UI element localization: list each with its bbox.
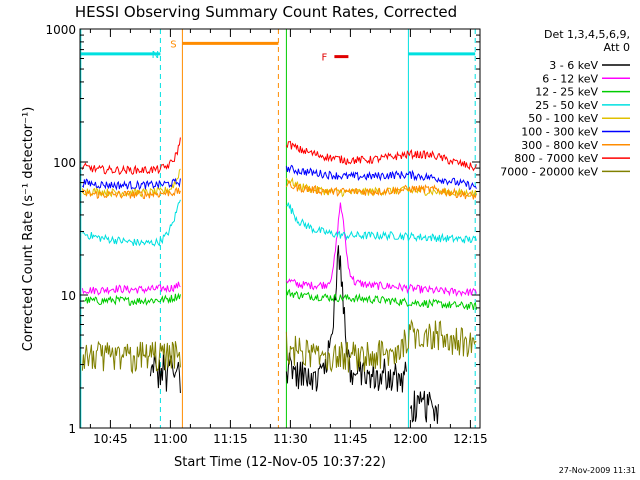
- series-7000-20000-kev-segment-1: [285, 318, 477, 373]
- series-7000-20000-kev-segment-0: [81, 340, 181, 375]
- legend-header-line-1: Det 1,3,4,5,6,9,: [544, 28, 630, 41]
- series-800-7000-kev-segment-1: [285, 140, 477, 172]
- legend-label-25-50-kev: 25 - 50 keV: [535, 99, 598, 112]
- series-25-50-kev-segment-1: [286, 202, 477, 244]
- series-6-12-kev-segment-1: [285, 202, 477, 297]
- series-lines: [81, 137, 477, 424]
- x-axis-ticks: 10:45 11:00 11:15 11:30 11:45 12:00 12:15: [89, 29, 488, 446]
- series-300-800-kev-segment-1: [285, 179, 477, 200]
- legend-label-12-25-kev: 12 - 25 keV: [535, 86, 598, 99]
- legend-header-line-2: Att 0: [604, 41, 630, 54]
- marker-f-label: F: [322, 53, 328, 64]
- series-800-7000-kev-segment-0: [81, 137, 181, 176]
- legend-label-100-300-kev: 100 - 300 keV: [521, 126, 598, 139]
- series-12-25-kev-segment-1: [285, 288, 477, 311]
- legend-label-6-12-kev: 6 - 12 keV: [542, 72, 598, 85]
- legend-label-3-6-kev: 3 - 6 keV: [549, 59, 598, 72]
- legend-label-7000-20000-kev: 7000 - 20000 keV: [500, 165, 598, 178]
- series-3-6-kev-segment-2: [409, 390, 439, 424]
- interval-markers: NS F: [80, 39, 476, 64]
- y-axis-ticks: 1 10 100 1000: [45, 23, 480, 436]
- marker-s-label: S: [170, 39, 176, 50]
- series-100-300-kev-segment-1: [285, 164, 477, 191]
- legend-label-800-7000-kev: 800 - 7000 keV: [514, 152, 598, 165]
- x-tick-label-3: 11:30: [273, 432, 308, 446]
- marker-n-label: N: [152, 50, 159, 61]
- chart-title: HESSI Observing Summary Count Rates, Cor…: [75, 3, 457, 21]
- series-12-25-kev-segment-0: [82, 292, 181, 306]
- series-100-300-kev-segment-0: [82, 177, 181, 191]
- legend-label-300-800-kev: 300 - 800 keV: [521, 139, 598, 152]
- y-tick-label-0: 1: [68, 422, 76, 436]
- series-300-800-kev-segment-0: [81, 186, 181, 200]
- x-tick-label-1: 11:00: [153, 432, 188, 446]
- series-6-12-kev-segment-0: [81, 281, 181, 296]
- x-tick-label-0: 10:45: [93, 432, 128, 446]
- legend-label-50-100-kev: 50 - 100 keV: [528, 112, 598, 125]
- plot-frame: [79, 28, 481, 429]
- y-tick-label-2: 100: [53, 156, 76, 170]
- y-tick-label-3: 1000: [45, 23, 76, 37]
- x-tick-label-5: 12:00: [393, 432, 428, 446]
- x-tick-label-2: 11:15: [213, 432, 248, 446]
- x-tick-label-4: 11:45: [333, 432, 368, 446]
- x-axis-label: Start Time (12-Nov-05 10:37:22): [174, 455, 386, 470]
- vertical-markers: [80, 29, 476, 428]
- y-tick-label-1: 10: [61, 289, 76, 303]
- series-25-50-kev-segment-0: [82, 199, 181, 247]
- generated-timestamp: 27-Nov-2009 11:31: [559, 466, 636, 475]
- plot-area: NSF 10:45 11:00 11:15 11:30 11:45 12:00 12:15 …: [45, 23, 487, 446]
- y-axis-label: Corrected Count Rate (s⁻¹ detector⁻¹): [21, 107, 36, 352]
- x-tick-label-6: 12:15: [453, 432, 488, 446]
